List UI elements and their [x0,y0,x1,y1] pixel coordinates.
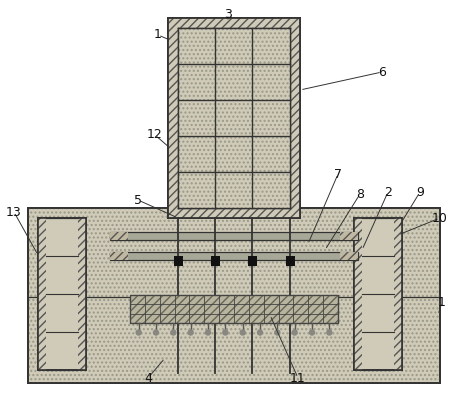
Circle shape [257,330,262,335]
Circle shape [223,330,228,335]
Bar [28,208,440,383]
Text: 13: 13 [6,205,22,219]
Text: 6: 6 [378,66,386,79]
Text: 8: 8 [356,188,364,200]
Bar [168,18,300,218]
Bar [354,218,402,370]
Circle shape [171,330,176,335]
Bar [110,232,128,240]
Circle shape [154,330,158,335]
Bar [340,232,358,240]
Text: 5: 5 [134,194,142,207]
Circle shape [240,330,245,335]
Bar [174,256,183,266]
Bar [178,28,290,208]
Circle shape [205,330,211,335]
Bar [394,218,402,370]
Bar [211,256,220,266]
Text: 1: 1 [438,296,446,309]
Bar [354,218,362,370]
Bar [178,18,290,28]
Bar [340,252,358,260]
Bar [354,218,362,370]
Bar [28,208,440,383]
Text: 3: 3 [224,8,232,21]
Bar [110,252,128,260]
Text: 11: 11 [290,371,306,384]
Circle shape [188,330,193,335]
Bar [130,295,338,323]
Circle shape [327,330,332,335]
Circle shape [275,330,280,335]
Bar [168,18,178,218]
Bar [78,218,86,370]
Text: 10: 10 [432,211,448,224]
Text: 1: 1 [154,28,162,41]
Bar [178,208,290,218]
Text: 12: 12 [147,128,163,141]
Bar [38,218,86,370]
Bar [110,252,358,260]
Bar [248,256,257,266]
Bar [110,252,128,260]
Bar [340,232,358,240]
Bar [394,218,402,370]
Circle shape [136,330,141,335]
Bar [130,295,338,323]
Bar [286,256,295,266]
Text: 4: 4 [144,371,152,384]
Text: 7: 7 [334,168,342,181]
Text: 2: 2 [384,185,392,198]
Bar [168,18,178,218]
Bar [178,18,290,28]
Bar [38,218,46,370]
Bar [290,18,300,218]
Bar [168,18,300,218]
Circle shape [292,330,297,335]
Bar [78,218,86,370]
Bar [290,18,300,218]
Bar [38,218,46,370]
Bar [178,208,290,218]
Text: 9: 9 [416,185,424,198]
Circle shape [310,330,314,335]
Bar [340,252,358,260]
Bar [178,28,290,208]
Bar [110,232,358,240]
Bar [110,232,128,240]
